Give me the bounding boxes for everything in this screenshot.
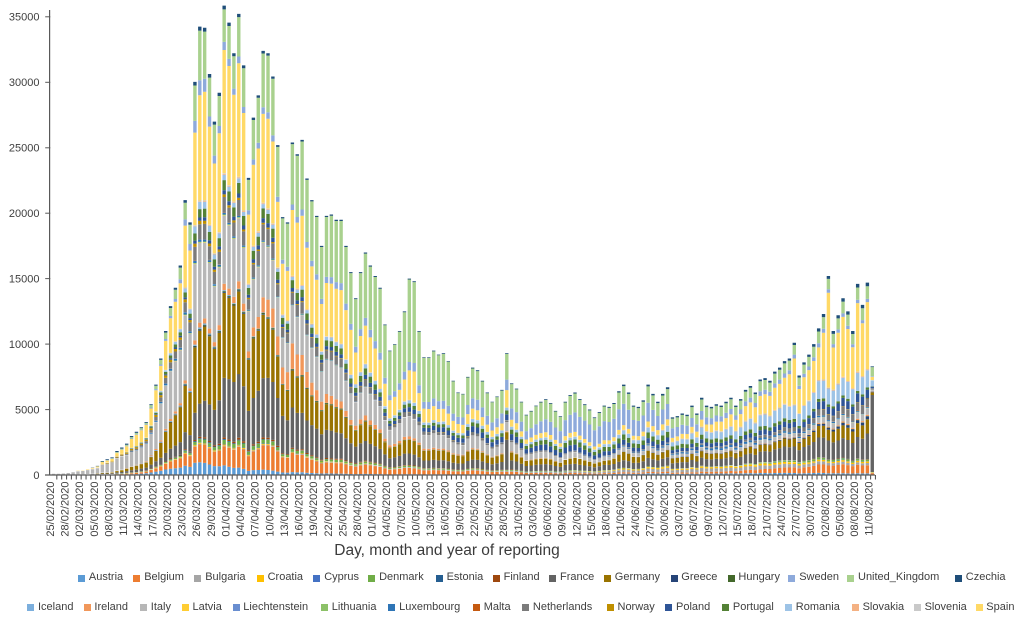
svg-text:05/03/2020: 05/03/2020 [89,482,101,537]
svg-text:25/05/2020: 25/05/2020 [484,482,496,537]
svg-text:12/06/2020: 12/06/2020 [571,482,583,537]
svg-text:35000: 35000 [9,12,40,24]
svg-text:22/05/2020: 22/05/2020 [469,482,481,537]
svg-text:16/05/2020: 16/05/2020 [440,482,452,537]
svg-text:15/06/2020: 15/06/2020 [586,482,598,537]
svg-text:28/04/2020: 28/04/2020 [352,482,364,537]
svg-text:31/05/2020: 31/05/2020 [513,482,525,537]
svg-text:04/05/2020: 04/05/2020 [381,482,393,537]
svg-text:07/05/2020: 07/05/2020 [396,482,408,537]
svg-text:11/08/2020: 11/08/2020 [864,482,876,536]
svg-text:24/07/2020: 24/07/2020 [776,482,788,537]
svg-text:09/06/2020: 09/06/2020 [557,482,569,537]
svg-text:27/06/2020: 27/06/2020 [644,482,656,537]
svg-text:13/04/2020: 13/04/2020 [279,482,291,537]
svg-text:16/04/2020: 16/04/2020 [294,482,306,537]
svg-text:20/03/2020: 20/03/2020 [162,482,174,537]
svg-text:28/02/2020: 28/02/2020 [60,482,72,537]
svg-text:Day, month and year of reporti: Day, month and year of reporting [334,542,559,559]
svg-text:08/08/2020: 08/08/2020 [849,482,861,537]
svg-text:02/03/2020: 02/03/2020 [74,482,86,537]
svg-text:30/06/2020: 30/06/2020 [659,482,671,537]
svg-text:27/07/2020: 27/07/2020 [791,482,803,537]
svg-text:15/07/2020: 15/07/2020 [732,482,744,537]
svg-text:10/05/2020: 10/05/2020 [410,482,422,537]
svg-text:29/03/2020: 29/03/2020 [206,482,218,537]
svg-text:15000: 15000 [9,273,40,285]
svg-text:17/03/2020: 17/03/2020 [147,482,159,537]
svg-text:02/08/2020: 02/08/2020 [820,482,832,537]
svg-text:10/04/2020: 10/04/2020 [264,482,276,537]
svg-text:05/08/2020: 05/08/2020 [834,482,846,537]
svg-text:06/06/2020: 06/06/2020 [542,482,554,537]
svg-text:03/06/2020: 03/06/2020 [527,482,539,537]
svg-text:24/06/2020: 24/06/2020 [630,482,642,537]
svg-text:01/04/2020: 01/04/2020 [220,482,232,537]
svg-text:07/04/2020: 07/04/2020 [250,482,262,537]
svg-text:23/03/2020: 23/03/2020 [177,482,189,537]
svg-text:20000: 20000 [9,208,40,220]
svg-text:28/05/2020: 28/05/2020 [498,482,510,537]
svg-text:0: 0 [33,470,39,482]
svg-text:10000: 10000 [9,339,40,351]
svg-text:25/04/2020: 25/04/2020 [337,482,349,537]
svg-text:21/06/2020: 21/06/2020 [615,482,627,537]
svg-text:26/03/2020: 26/03/2020 [191,482,203,537]
svg-text:12/07/2020: 12/07/2020 [717,482,729,537]
svg-text:08/03/2020: 08/03/2020 [103,482,115,537]
svg-text:19/04/2020: 19/04/2020 [308,482,320,537]
svg-text:21/07/2020: 21/07/2020 [761,482,773,537]
svg-text:11/03/2020: 11/03/2020 [118,482,130,536]
svg-text:03/07/2020: 03/07/2020 [674,482,686,537]
svg-text:25000: 25000 [9,143,40,155]
svg-text:22/04/2020: 22/04/2020 [323,482,335,537]
svg-text:30000: 30000 [9,77,40,89]
svg-text:13/05/2020: 13/05/2020 [425,482,437,537]
svg-text:19/05/2020: 19/05/2020 [454,482,466,537]
svg-text:18/06/2020: 18/06/2020 [601,482,613,537]
svg-text:04/04/2020: 04/04/2020 [235,482,247,537]
svg-text:18/07/2020: 18/07/2020 [747,482,759,537]
svg-text:5000: 5000 [15,404,39,416]
svg-text:01/05/2020: 01/05/2020 [367,482,379,537]
svg-text:30/07/2020: 30/07/2020 [805,482,817,537]
svg-text:06/07/2020: 06/07/2020 [688,482,700,537]
svg-text:25/02/2020: 25/02/2020 [45,482,57,537]
svg-text:14/03/2020: 14/03/2020 [133,482,145,537]
svg-text:09/07/2020: 09/07/2020 [703,482,715,537]
